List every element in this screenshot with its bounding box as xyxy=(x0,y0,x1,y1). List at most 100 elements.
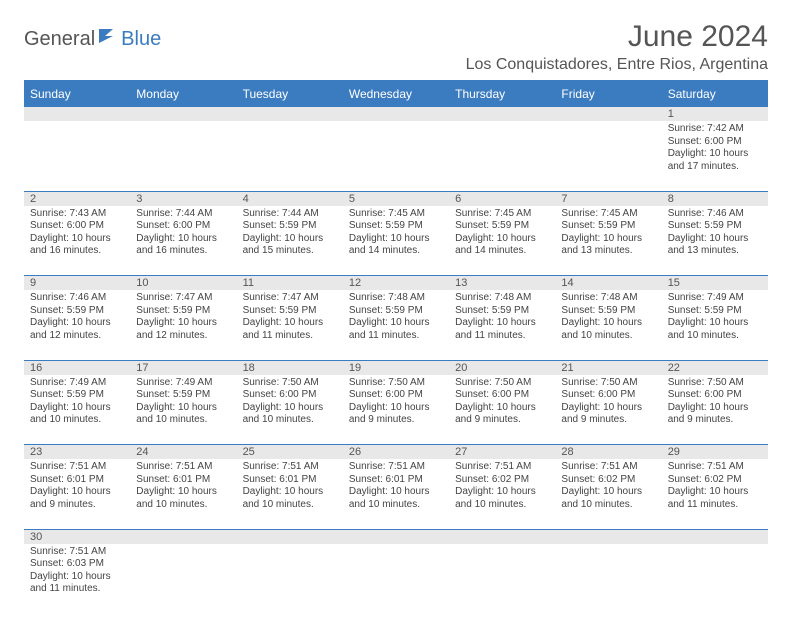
logo-text-general: General xyxy=(24,28,95,51)
day-cell-body: Sunrise: 7:51 AMSunset: 6:01 PMDaylight:… xyxy=(237,459,343,515)
sunrise: Sunrise: 7:50 AM xyxy=(668,377,762,390)
day-cell-body: Sunrise: 7:50 AMSunset: 6:00 PMDaylight:… xyxy=(343,375,449,431)
day-cell: Sunrise: 7:51 AMSunset: 6:02 PMDaylight:… xyxy=(449,459,555,529)
sunrise: Sunrise: 7:51 AM xyxy=(455,461,549,474)
weekday-sun: Sunday xyxy=(24,81,130,107)
weekday-wed: Wednesday xyxy=(343,81,449,107)
day-cell-body: Sunrise: 7:51 AMSunset: 6:03 PMDaylight:… xyxy=(24,544,130,600)
daylight: Daylight: 10 hours and 14 minutes. xyxy=(455,233,549,258)
day-number: 7 xyxy=(555,191,661,206)
day-cell-body: Sunrise: 7:51 AMSunset: 6:01 PMDaylight:… xyxy=(24,459,130,515)
sunrise: Sunrise: 7:44 AM xyxy=(243,208,337,221)
day-number: 3 xyxy=(130,191,236,206)
day-number: 26 xyxy=(343,445,449,460)
sunset: Sunset: 5:59 PM xyxy=(561,305,655,318)
sunrise: Sunrise: 7:49 AM xyxy=(136,377,230,390)
daylight: Daylight: 10 hours and 16 minutes. xyxy=(136,233,230,258)
daylight: Daylight: 10 hours and 12 minutes. xyxy=(136,317,230,342)
calendar-page: General Blue June 2024 Los Conquistadore… xyxy=(0,0,792,634)
day-cell-body: Sunrise: 7:49 AMSunset: 5:59 PMDaylight:… xyxy=(130,375,236,431)
sunrise: Sunrise: 7:47 AM xyxy=(136,292,230,305)
day-number xyxy=(237,107,343,121)
day-number: 22 xyxy=(662,360,768,375)
day-cell-body: Sunrise: 7:50 AMSunset: 6:00 PMDaylight:… xyxy=(237,375,343,431)
day-number: 24 xyxy=(130,445,236,460)
day-number: 14 xyxy=(555,276,661,291)
day-number: 16 xyxy=(24,360,130,375)
daylight: Daylight: 10 hours and 10 minutes. xyxy=(455,486,549,511)
day-cell xyxy=(555,121,661,191)
day-cell-body: Sunrise: 7:49 AMSunset: 5:59 PMDaylight:… xyxy=(662,290,768,346)
daynum-row: 2345678 xyxy=(24,191,768,206)
daylight: Daylight: 10 hours and 9 minutes. xyxy=(30,486,124,511)
location: Los Conquistadores, Entre Rios, Argentin… xyxy=(466,56,768,74)
sunrise: Sunrise: 7:51 AM xyxy=(243,461,337,474)
day-number: 9 xyxy=(24,276,130,291)
day-cell: Sunrise: 7:51 AMSunset: 6:02 PMDaylight:… xyxy=(555,459,661,529)
day-number: 28 xyxy=(555,445,661,460)
day-number: 13 xyxy=(449,276,555,291)
day-cell: Sunrise: 7:49 AMSunset: 5:59 PMDaylight:… xyxy=(24,375,130,445)
daylight: Daylight: 10 hours and 10 minutes. xyxy=(561,317,655,342)
day-cell-body: Sunrise: 7:50 AMSunset: 6:00 PMDaylight:… xyxy=(555,375,661,431)
sunrise: Sunrise: 7:49 AM xyxy=(668,292,762,305)
day-number xyxy=(555,529,661,544)
day-number xyxy=(130,107,236,121)
daynum-row: 30 xyxy=(24,529,768,544)
day-cell: Sunrise: 7:42 AMSunset: 6:00 PMDaylight:… xyxy=(662,121,768,191)
sunrise: Sunrise: 7:45 AM xyxy=(349,208,443,221)
sunset: Sunset: 5:59 PM xyxy=(30,305,124,318)
daylight: Daylight: 10 hours and 11 minutes. xyxy=(668,486,762,511)
sunrise: Sunrise: 7:43 AM xyxy=(30,208,124,221)
sunrise: Sunrise: 7:46 AM xyxy=(668,208,762,221)
day-cell-body: Sunrise: 7:51 AMSunset: 6:01 PMDaylight:… xyxy=(130,459,236,515)
sunset: Sunset: 6:00 PM xyxy=(30,220,124,233)
day-cell-body: Sunrise: 7:48 AMSunset: 5:59 PMDaylight:… xyxy=(343,290,449,346)
daylight: Daylight: 10 hours and 11 minutes. xyxy=(243,317,337,342)
day-number: 5 xyxy=(343,191,449,206)
sunset: Sunset: 6:00 PM xyxy=(136,220,230,233)
daynum-row: 16171819202122 xyxy=(24,360,768,375)
day-cell: Sunrise: 7:50 AMSunset: 6:00 PMDaylight:… xyxy=(237,375,343,445)
weekday-header-row: Sunday Monday Tuesday Wednesday Thursday… xyxy=(24,81,768,107)
day-number: 10 xyxy=(130,276,236,291)
day-cell: Sunrise: 7:46 AMSunset: 5:59 PMDaylight:… xyxy=(662,206,768,276)
daylight: Daylight: 10 hours and 13 minutes. xyxy=(561,233,655,258)
day-cell-body: Sunrise: 7:49 AMSunset: 5:59 PMDaylight:… xyxy=(24,375,130,431)
weekday-mon: Monday xyxy=(130,81,236,107)
day-cell-body: Sunrise: 7:43 AMSunset: 6:00 PMDaylight:… xyxy=(24,206,130,262)
day-cell xyxy=(237,544,343,614)
logo-text-blue: Blue xyxy=(121,28,161,51)
day-cell: Sunrise: 7:51 AMSunset: 6:01 PMDaylight:… xyxy=(237,459,343,529)
week-row: Sunrise: 7:43 AMSunset: 6:00 PMDaylight:… xyxy=(24,206,768,276)
sunset: Sunset: 5:59 PM xyxy=(349,305,443,318)
day-cell: Sunrise: 7:49 AMSunset: 5:59 PMDaylight:… xyxy=(662,290,768,360)
day-number: 27 xyxy=(449,445,555,460)
day-number: 19 xyxy=(343,360,449,375)
sunrise: Sunrise: 7:45 AM xyxy=(455,208,549,221)
day-number: 23 xyxy=(24,445,130,460)
day-number: 15 xyxy=(662,276,768,291)
sunrise: Sunrise: 7:51 AM xyxy=(561,461,655,474)
day-number xyxy=(130,529,236,544)
day-number: 21 xyxy=(555,360,661,375)
sunrise: Sunrise: 7:48 AM xyxy=(349,292,443,305)
sunrise: Sunrise: 7:50 AM xyxy=(349,377,443,390)
day-cell: Sunrise: 7:45 AMSunset: 5:59 PMDaylight:… xyxy=(449,206,555,276)
day-cell: Sunrise: 7:50 AMSunset: 6:00 PMDaylight:… xyxy=(343,375,449,445)
day-cell: Sunrise: 7:48 AMSunset: 5:59 PMDaylight:… xyxy=(343,290,449,360)
sunset: Sunset: 5:59 PM xyxy=(668,305,762,318)
day-number xyxy=(662,529,768,544)
day-cell xyxy=(237,121,343,191)
day-number xyxy=(343,107,449,121)
daynum-row: 23242526272829 xyxy=(24,445,768,460)
day-cell xyxy=(130,544,236,614)
day-cell-body: Sunrise: 7:42 AMSunset: 6:00 PMDaylight:… xyxy=(662,121,768,177)
week-row: Sunrise: 7:51 AMSunset: 6:03 PMDaylight:… xyxy=(24,544,768,614)
day-number: 2 xyxy=(24,191,130,206)
sunrise: Sunrise: 7:51 AM xyxy=(668,461,762,474)
sunset: Sunset: 6:02 PM xyxy=(455,474,549,487)
sunset: Sunset: 6:01 PM xyxy=(136,474,230,487)
day-number xyxy=(555,107,661,121)
sunrise: Sunrise: 7:48 AM xyxy=(561,292,655,305)
